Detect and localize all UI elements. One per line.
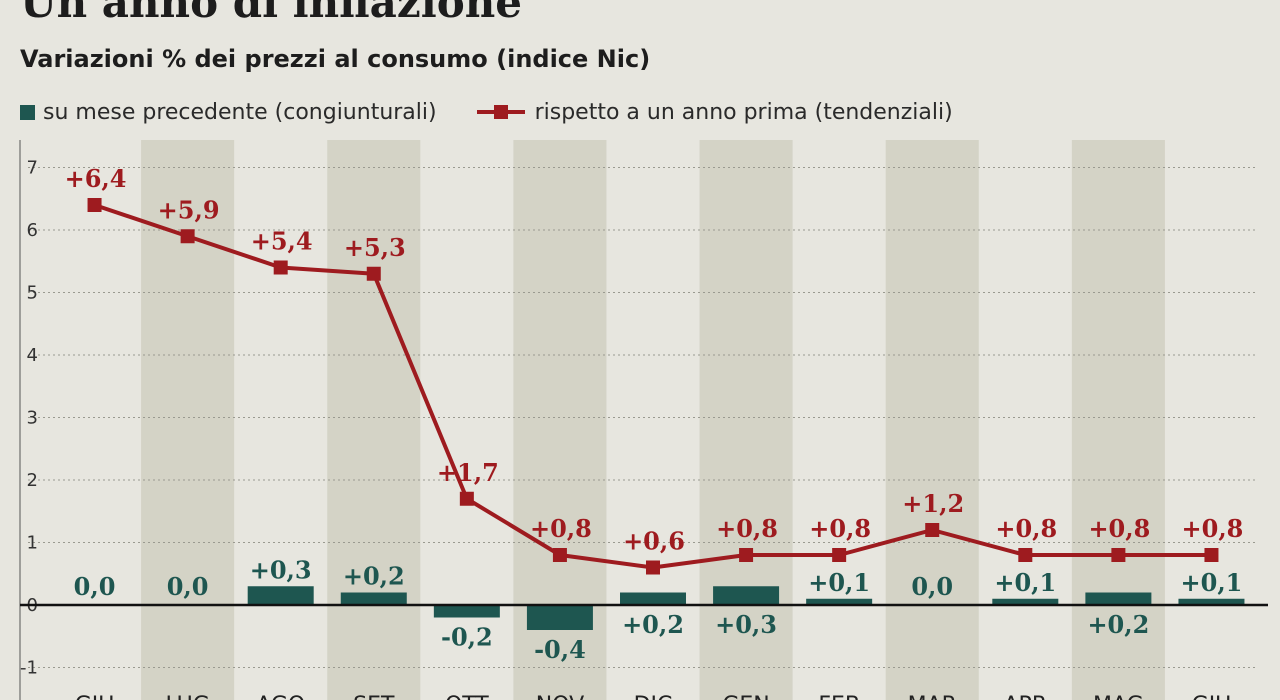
line-marker xyxy=(739,548,754,562)
y-tick-label: 7 xyxy=(27,158,38,179)
month-band xyxy=(327,140,421,700)
bar xyxy=(247,586,314,605)
bar-value-label: +0,3 xyxy=(715,610,777,639)
line-marker xyxy=(87,198,102,212)
legend: su mese precedente (congiunturali) rispe… xyxy=(20,96,993,128)
y-tick-label: 2 xyxy=(27,470,38,491)
month-band xyxy=(885,140,979,700)
line-value-label: +5,3 xyxy=(344,233,406,262)
line-value-label: +1,2 xyxy=(902,489,964,518)
y-tick-label: 1 xyxy=(27,533,38,554)
line-marker xyxy=(366,266,381,281)
line-marker xyxy=(180,229,195,244)
line-marker xyxy=(273,260,288,275)
y-tick-label: -1 xyxy=(20,658,38,679)
line-marker xyxy=(1204,548,1219,562)
legend-line-label: rispetto a un anno prima (tendenziali) xyxy=(534,99,953,125)
x-category-label: FEB xyxy=(818,693,860,700)
line-value-label: +0,8 xyxy=(809,514,871,543)
bar-value-label: -0,4 xyxy=(534,635,586,664)
legend-bars-label: su mese precedente (congiunturali) xyxy=(43,99,437,125)
bar-value-label: -0,2 xyxy=(441,623,493,652)
line-marker xyxy=(832,548,847,562)
bar xyxy=(1085,592,1152,605)
bar xyxy=(340,592,407,605)
legend-item-bars: su mese precedente (congiunturali) xyxy=(20,100,437,125)
line-marker xyxy=(925,523,940,537)
x-category-label: MAG xyxy=(1093,693,1144,700)
line-value-label: +0,8 xyxy=(530,514,592,543)
chart-title: Un anno di inflazione xyxy=(20,0,522,27)
bar xyxy=(526,605,593,630)
line-marker xyxy=(459,491,474,506)
x-category-label: LUG xyxy=(165,693,209,700)
x-category-label: OTT xyxy=(445,693,489,700)
x-category-label: AGO xyxy=(256,693,305,700)
line-value-label: +6,4 xyxy=(65,164,127,193)
bar xyxy=(1178,598,1245,605)
bar-value-label: +0,1 xyxy=(808,568,870,597)
x-category-label: GIU xyxy=(75,693,115,700)
bar-value-label: +0,2 xyxy=(1087,610,1149,639)
bar xyxy=(433,605,500,618)
y-tick-label: 6 xyxy=(27,220,38,241)
line-value-label: +5,9 xyxy=(158,195,220,224)
bar-value-label: +0,1 xyxy=(994,568,1056,597)
y-tick-label: 4 xyxy=(27,345,38,366)
line-marker xyxy=(1018,548,1033,562)
y-tick-label: 3 xyxy=(27,408,38,429)
legend-item-line: rispetto a un anno prima (tendenziali) xyxy=(476,99,953,125)
bar xyxy=(620,592,686,605)
month-band xyxy=(1071,140,1165,700)
bar-value-label: 0,0 xyxy=(74,572,116,601)
bar xyxy=(806,598,873,605)
bar xyxy=(992,598,1059,605)
x-category-label: GEN xyxy=(722,693,769,700)
y-tick-label: 5 xyxy=(27,283,38,304)
line-marker xyxy=(1111,548,1126,562)
legend-bar-swatch xyxy=(20,104,35,120)
x-category-label: SET xyxy=(353,693,395,700)
legend-line-swatch xyxy=(476,104,525,120)
month-band xyxy=(699,140,793,700)
bar-value-label: 0,0 xyxy=(167,572,209,601)
chart-subtitle: Variazioni % dei prezzi al consumo (indi… xyxy=(20,45,651,73)
bar xyxy=(713,586,780,605)
x-category-label: DIC xyxy=(634,693,673,700)
line-value-label: +0,6 xyxy=(623,527,685,556)
x-category-label: NOV xyxy=(536,693,584,700)
line-value-label: +0,8 xyxy=(716,514,778,543)
x-category-label: GIU xyxy=(1192,693,1232,700)
line-value-label: +1,7 xyxy=(437,458,499,487)
bar-value-label: +0,3 xyxy=(250,555,312,584)
line-value-label: +5,4 xyxy=(251,227,313,256)
bar-value-label: +0,2 xyxy=(622,610,684,639)
x-category-label: MAR xyxy=(908,693,957,700)
line-value-label: +0,8 xyxy=(1182,514,1244,543)
line-value-label: +0,8 xyxy=(1088,514,1150,543)
bar-value-label: +0,2 xyxy=(343,562,405,591)
bar-value-label: 0,0 xyxy=(911,572,953,601)
line-marker xyxy=(646,560,660,575)
x-category-label: APR xyxy=(1004,693,1048,700)
bar-value-label: +0,1 xyxy=(1181,568,1243,597)
line-marker xyxy=(552,548,567,562)
line-value-label: +0,8 xyxy=(995,514,1057,543)
